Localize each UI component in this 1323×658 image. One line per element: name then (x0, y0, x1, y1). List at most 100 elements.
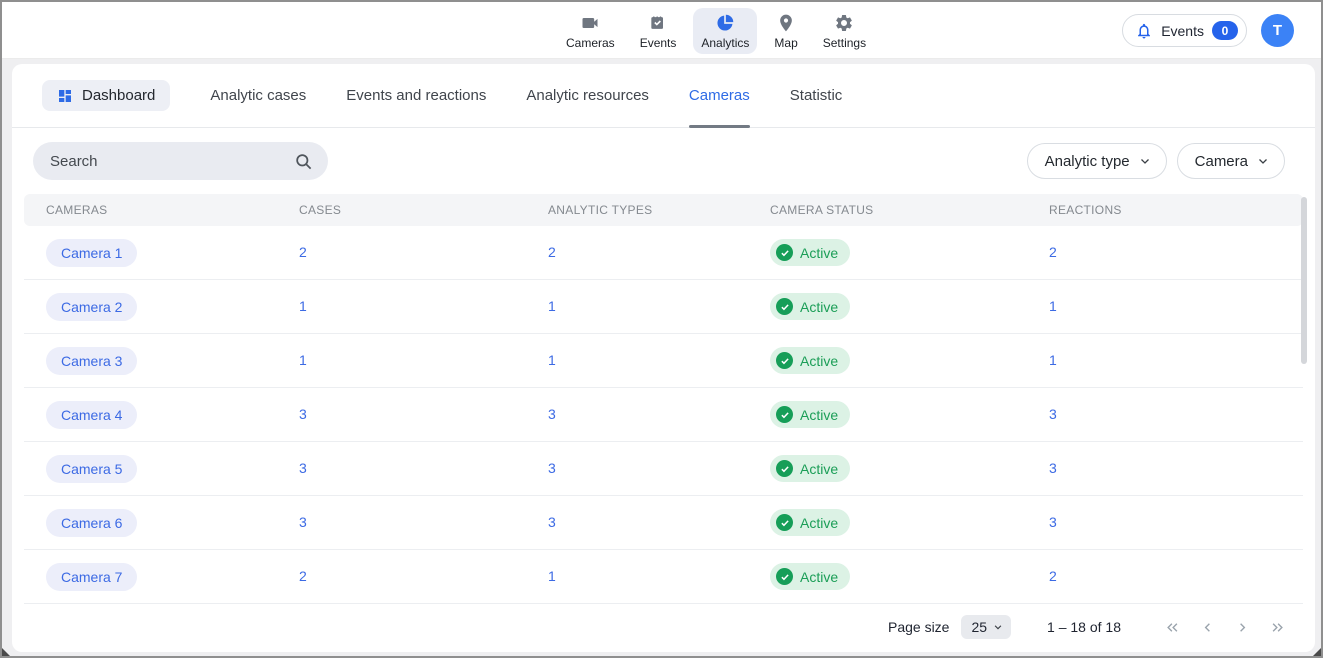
table-header-row: CAMERAS CASES ANALYTIC TYPES CAMERA STAT… (24, 194, 1303, 226)
table-row: Camera 3 1 1 Active 1 (24, 334, 1303, 388)
tabs-row: Dashboard Analytic cases Events and reac… (12, 64, 1315, 128)
analytic-types-link[interactable]: 1 (548, 297, 556, 314)
analytic-types-link[interactable]: 3 (548, 513, 556, 530)
reactions-link[interactable]: 2 (1049, 567, 1057, 584)
analytic-types-link[interactable]: 1 (548, 567, 556, 584)
tab-analytic-cases[interactable]: Analytic cases (210, 87, 307, 104)
window-resize-grip-right[interactable] (1313, 648, 1321, 656)
camera-chip[interactable]: Camera 4 (46, 400, 138, 429)
search-input[interactable] (50, 152, 294, 170)
camera-chip[interactable]: Camera 5 (46, 454, 138, 483)
camera-status-badge: Active (770, 347, 851, 374)
location-pin-icon (775, 12, 797, 34)
cases-link[interactable]: 2 (299, 243, 307, 260)
vertical-scrollbar[interactable] (1301, 197, 1307, 364)
analytic-types-link[interactable]: 2 (548, 243, 556, 260)
reactions-link[interactable]: 3 (1049, 513, 1057, 530)
camera-status-badge: Active (770, 239, 851, 266)
camera-filter[interactable]: Camera (1176, 143, 1285, 179)
search-box[interactable] (33, 142, 328, 180)
tab-events-and-reactions[interactable]: Events and reactions (346, 87, 487, 104)
pagination-first-button[interactable] (1165, 620, 1180, 635)
reactions-link[interactable]: 1 (1049, 351, 1057, 368)
table-row: Camera 2 1 1 Active 1 (24, 280, 1303, 334)
nav-item-events[interactable]: Events (632, 8, 685, 54)
nav-label: Analytics (701, 35, 750, 50)
check-circle-icon (776, 460, 793, 477)
camera-chip[interactable]: Camera 1 (46, 238, 138, 267)
search-icon (294, 152, 313, 171)
topbar-right: Events 0 T (1122, 2, 1294, 59)
chevron-down-icon (993, 622, 1003, 632)
reactions-link[interactable]: 3 (1049, 459, 1057, 476)
dashboard-label: Dashboard (82, 87, 156, 104)
cases-link[interactable]: 3 (299, 459, 307, 476)
column-header-cameras: CAMERAS (46, 203, 108, 217)
pagination-controls (1165, 620, 1285, 635)
dashboard-button[interactable]: Dashboard (42, 80, 171, 111)
reactions-link[interactable]: 3 (1049, 405, 1057, 422)
video-camera-icon (579, 12, 601, 34)
camera-chip[interactable]: Camera 7 (46, 562, 138, 591)
column-header-camera-status: CAMERA STATUS (770, 203, 874, 217)
analytic-types-link[interactable]: 3 (548, 459, 556, 476)
check-circle-icon (776, 352, 793, 369)
events-button-label: Events (1161, 22, 1204, 39)
pie-chart-icon (714, 12, 736, 34)
cameras-table: CAMERAS CASES ANALYTIC TYPES CAMERA STAT… (24, 194, 1303, 604)
reactions-link[interactable]: 1 (1049, 297, 1057, 314)
pagination-next-button[interactable] (1235, 620, 1250, 635)
check-circle-icon (776, 244, 793, 261)
events-count-badge: 0 (1212, 21, 1238, 40)
analytic-types-link[interactable]: 3 (548, 405, 556, 422)
nav-item-analytics[interactable]: Analytics (693, 7, 758, 54)
camera-chip[interactable]: Camera 3 (46, 346, 138, 375)
check-circle-icon (776, 406, 793, 423)
window-resize-grip-left[interactable] (2, 648, 10, 656)
filter-label: Analytic type (1044, 152, 1130, 170)
nav-item-settings[interactable]: Settings (815, 8, 874, 54)
cases-link[interactable]: 2 (299, 567, 307, 584)
bell-icon (1135, 22, 1153, 40)
check-circle-icon (776, 568, 793, 585)
tab-statistic[interactable]: Statistic (789, 87, 843, 104)
tab-cameras[interactable]: Cameras (688, 64, 750, 128)
camera-status-badge: Active (770, 509, 851, 536)
cases-link[interactable]: 1 (299, 351, 307, 368)
nav-item-cameras[interactable]: Cameras (558, 8, 623, 54)
top-navigation: Cameras Events Analytics Map Settings (558, 2, 874, 59)
status-label: Active (800, 352, 839, 369)
dashboard-grid-icon (57, 88, 73, 104)
topbar: Cameras Events Analytics Map Settings (2, 2, 1321, 59)
camera-status-badge: Active (770, 293, 851, 320)
analytic-type-filter[interactable]: Analytic type (1026, 143, 1167, 179)
tab-analytic-resources[interactable]: Analytic resources (526, 87, 649, 104)
table-row: Camera 4 3 3 Active 3 (24, 388, 1303, 442)
cases-link[interactable]: 3 (299, 405, 307, 422)
pagination-range-text: 1 – 18 of 18 (1047, 619, 1121, 635)
reactions-link[interactable]: 2 (1049, 243, 1057, 260)
status-label: Active (800, 514, 839, 531)
camera-chip[interactable]: Camera 2 (46, 292, 138, 321)
status-label: Active (800, 460, 839, 477)
page-size-select[interactable]: 25 (961, 615, 1012, 639)
gear-icon (833, 12, 855, 34)
pagination-last-button[interactable] (1270, 620, 1285, 635)
camera-status-badge: Active (770, 401, 851, 428)
cases-link[interactable]: 1 (299, 297, 307, 314)
table-row: Camera 6 3 3 Active 3 (24, 496, 1303, 550)
analytic-types-link[interactable]: 1 (548, 351, 556, 368)
events-button[interactable]: Events 0 (1122, 14, 1247, 47)
cases-link[interactable]: 3 (299, 513, 307, 530)
check-circle-icon (776, 514, 793, 531)
nav-item-map[interactable]: Map (766, 8, 805, 54)
status-label: Active (800, 244, 839, 261)
pagination-prev-button[interactable] (1200, 620, 1215, 635)
table-body: Camera 1 2 2 Active 2 Camera 2 1 1 Activ… (24, 226, 1303, 604)
nav-label: Map (774, 35, 798, 50)
camera-chip[interactable]: Camera 6 (46, 508, 138, 537)
table-row: Camera 5 3 3 Active 3 (24, 442, 1303, 496)
filter-label: Camera (1194, 152, 1248, 170)
status-label: Active (800, 298, 839, 315)
user-avatar[interactable]: T (1261, 14, 1294, 47)
